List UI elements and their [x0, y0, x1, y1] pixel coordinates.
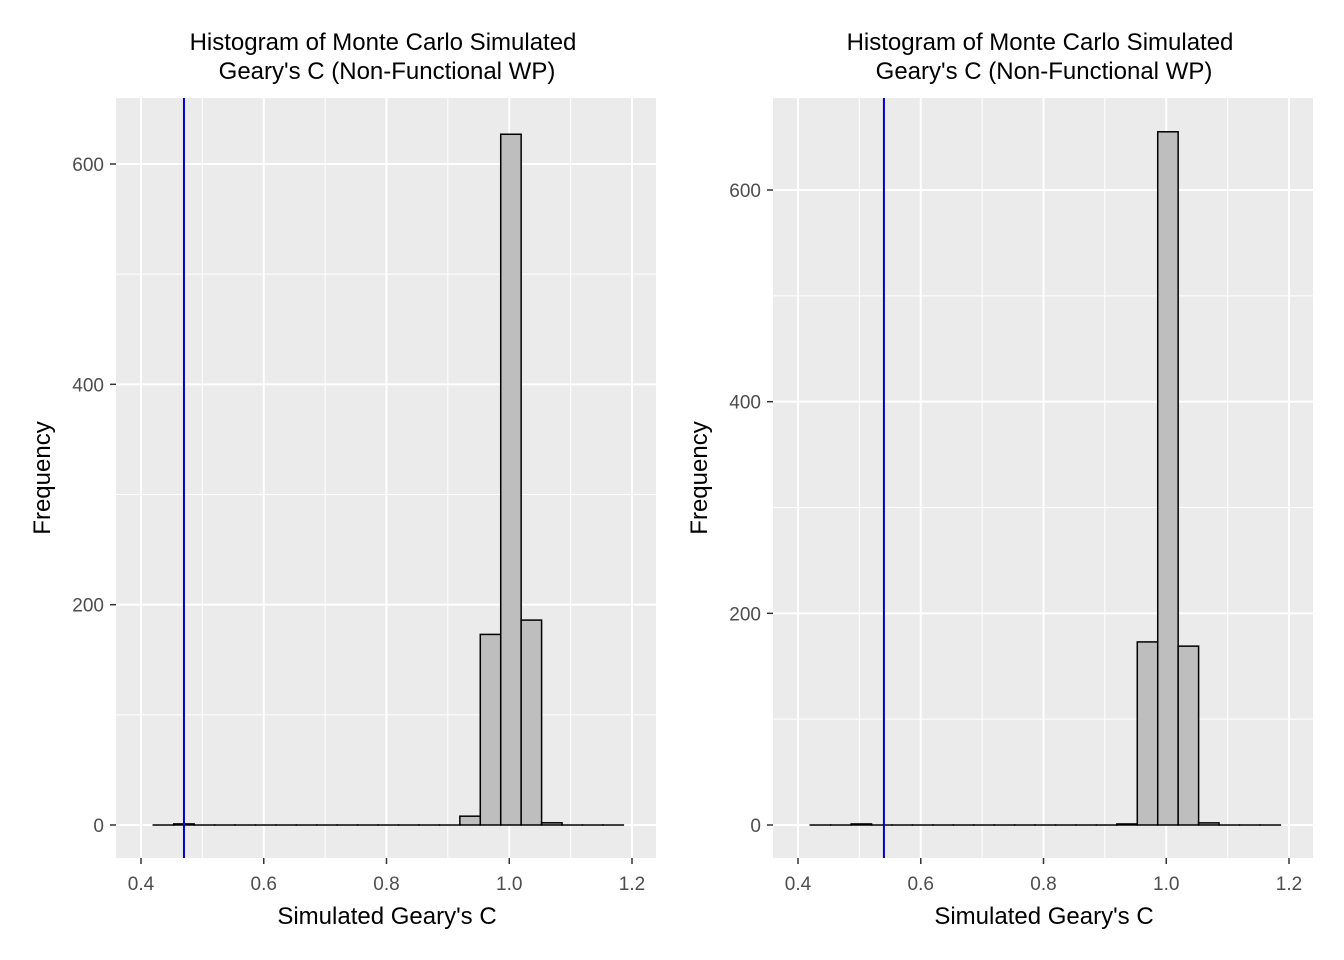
histogram-bar	[1136, 641, 1159, 826]
y-tick-label: 0	[93, 816, 104, 837]
x-tick-label: 1.0	[1153, 874, 1179, 895]
histogram-bar	[520, 619, 543, 826]
x-tick-label: 1.2	[1276, 874, 1302, 895]
y-tick-label: 600	[729, 181, 761, 202]
plot-layer: 0.4 0.6 0.8 1.0 1.2 0 200 400 600	[72, 98, 656, 895]
histogram-bar	[1177, 645, 1200, 826]
chart-right: 0.4 0.6 0.8 1.0 1.2 0 200 400 600 Histogram of M…	[686, 29, 1313, 930]
histogram-bar	[1197, 822, 1220, 826]
x-tick-label: 0.6	[908, 874, 934, 895]
plot-layer: 0.4 0.6 0.8 1.0 1.2 0 200 400 600	[729, 98, 1313, 895]
chart-left: 0.4 0.6 0.8 1.0 1.2 0 200 400 600 Histogram of M…	[29, 29, 656, 930]
chart-title-line2: Geary's C (Non-Functional WP)	[876, 58, 1213, 85]
x-tick-label: 0.4	[128, 874, 155, 895]
y-tick-label: 600	[72, 155, 104, 176]
chart-title-line1: Histogram of Monte Carlo Simulated	[847, 29, 1234, 56]
x-tick-label: 1.2	[619, 874, 645, 895]
x-tick-label: 0.4	[785, 874, 812, 895]
x-tick-label: 0.6	[251, 874, 277, 895]
x-axis-label: Simulated Geary's C	[277, 903, 496, 930]
x-tick-label: 0.8	[373, 874, 399, 895]
x-axis-label: Simulated Geary's C	[934, 903, 1153, 930]
y-tick-label: 200	[72, 596, 104, 617]
y-tick-label: 400	[729, 393, 761, 414]
y-tick-label: 200	[729, 604, 761, 625]
chart-title-line1: Histogram of Monte Carlo Simulated	[190, 29, 577, 56]
y-tick-label: 0	[750, 816, 761, 837]
x-tick-label: 1.0	[496, 874, 522, 895]
y-axis-label: Frequency	[29, 421, 56, 534]
histogram-bar	[540, 822, 563, 826]
chart-title-line2: Geary's C (Non-Functional WP)	[219, 58, 556, 85]
histogram-bar	[850, 823, 873, 826]
histogram-bar	[479, 633, 502, 826]
histogram-bar	[1156, 131, 1179, 826]
x-tick-label: 0.8	[1030, 874, 1056, 895]
histogram-bar	[499, 133, 522, 826]
histogram-bar	[459, 815, 482, 826]
histogram-bar	[1116, 823, 1139, 826]
y-axis-label: Frequency	[686, 421, 713, 534]
y-tick-label: 400	[72, 375, 104, 396]
